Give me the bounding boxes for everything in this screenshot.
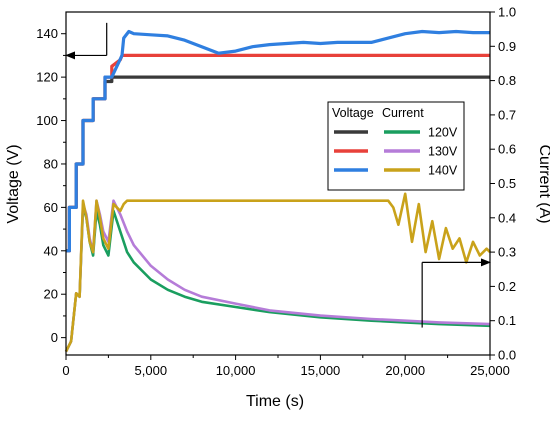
y-right-tick-label: 0.7 (498, 107, 516, 122)
y-left-tick-label: 120 (36, 70, 58, 85)
legend-label-130v: 130V (428, 145, 458, 159)
y-right-tick-label: 0.4 (498, 210, 516, 225)
y-right-tick-label: 0.5 (498, 176, 516, 191)
y-left-tick-label: 20 (44, 287, 58, 302)
legend-box (327, 101, 465, 191)
y-right-tick-label: 0.8 (498, 73, 516, 88)
y-left-tick-label: 80 (44, 156, 58, 171)
y-right-tick-label: 0.2 (498, 279, 516, 294)
series-line-current-130v (64, 199, 491, 353)
legend-label-120v: 120V (428, 126, 458, 140)
x-tick-label: 25,000 (470, 363, 510, 378)
y-left-tick-label: 60 (44, 200, 58, 215)
legend: Voltage Current 120V 130V 140V (327, 101, 465, 191)
series-line-current-120v (64, 206, 491, 353)
series-line-voltage-140v (66, 29, 490, 253)
y-right-tick-label: 0.9 (498, 39, 516, 54)
axes-group: 0 5,000 10,000 15,000 20,000 25,000 0 20 40 60 80 1… (36, 5, 516, 379)
y-right-tick-label: 0.0 (498, 348, 516, 363)
legend-header-voltage: Voltage (332, 106, 374, 120)
y-right-tick-label: 0.6 (498, 142, 516, 157)
legend-label-140v: 140V (428, 164, 458, 178)
y-left-tick-label: 40 (44, 243, 58, 258)
y-right-tick-label: 1.0 (498, 5, 516, 20)
y-right-tick-label: 0.3 (498, 245, 516, 260)
x-tick-label: 10,000 (216, 363, 256, 378)
x-tick-label: 0 (62, 363, 69, 378)
series-group (64, 29, 491, 353)
x-axis-label: Time (s) (246, 393, 304, 410)
series-line-current-140v (64, 192, 491, 353)
x-tick-label: 15,000 (301, 363, 341, 378)
x-tick-label: 20,000 (385, 363, 425, 378)
y-left-tick-label: 140 (36, 26, 58, 41)
annotations-group (65, 22, 491, 328)
y-right-tick-label: 0.1 (498, 313, 516, 328)
legend-header-current: Current (382, 106, 424, 120)
y-axis-right-label: Current (A) (536, 144, 550, 223)
y-axis-left-label: Voltage (V) (5, 144, 22, 223)
y-left-tick-label: 100 (36, 113, 58, 128)
x-tick-label: 5,000 (135, 363, 168, 378)
y-left-tick-label: 0 (51, 330, 58, 345)
